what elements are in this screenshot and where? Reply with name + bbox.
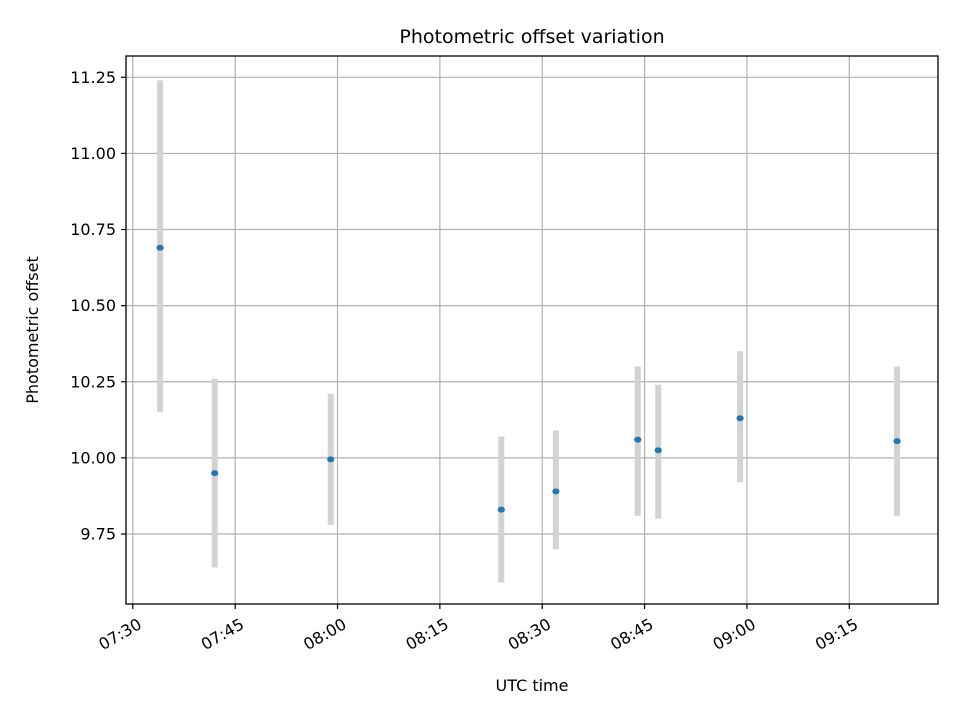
- x-tick-label: 09:15: [812, 614, 861, 654]
- x-tick-label: 08:00: [300, 614, 349, 654]
- y-tick-label: 9.75: [80, 524, 116, 543]
- y-tick-label: 10.00: [70, 448, 116, 467]
- data-point: [327, 456, 335, 463]
- x-tick-label: 08:45: [607, 614, 656, 654]
- y-tick-label: 10.75: [70, 220, 116, 239]
- data-point: [156, 244, 164, 251]
- x-tick-label: 07:45: [198, 614, 247, 654]
- x-axis-label: UTC time: [496, 676, 569, 695]
- y-tick-label: 10.25: [70, 372, 116, 391]
- x-tick-label: 08:15: [402, 614, 451, 654]
- chart-title: Photometric offset variation: [399, 26, 664, 48]
- x-tick-label: 07:30: [95, 614, 144, 654]
- data-points: [156, 244, 901, 513]
- x-axis-ticks: 07:30 07:45 08:00 08:15 08:30 08:45 09:00 09:15: [95, 604, 861, 654]
- y-tick-label: 11.00: [70, 144, 116, 163]
- data-point: [893, 438, 901, 445]
- grid: [126, 56, 938, 604]
- y-axis-ticks: 9.75 10.00 10.25 10.50 10.75 11.00 11.25: [70, 68, 126, 543]
- data-point: [211, 470, 219, 477]
- data-point: [634, 436, 642, 443]
- data-point: [552, 488, 560, 495]
- y-tick-label: 10.50: [70, 296, 116, 315]
- error-bars: [157, 80, 901, 583]
- x-tick-label: 08:30: [505, 614, 554, 654]
- data-point: [654, 447, 662, 454]
- y-axis-label: Photometric offset: [23, 256, 42, 404]
- data-point: [497, 506, 505, 513]
- x-tick-label: 09:00: [710, 614, 759, 654]
- data-point: [736, 415, 744, 422]
- y-tick-label: 11.25: [70, 68, 116, 87]
- plot-frame: [125, 55, 939, 605]
